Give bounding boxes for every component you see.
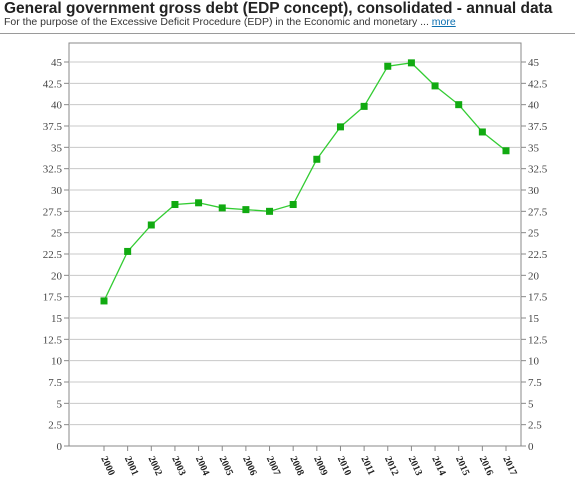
- data-point[interactable]: [407, 59, 415, 67]
- y-tick-label-right: 7.5: [528, 377, 542, 389]
- y-tick-label-left: 22.5: [43, 249, 63, 261]
- data-point[interactable]: [289, 201, 297, 209]
- y-tick-label-right: 37.5: [528, 121, 548, 133]
- x-tick-label: 2013: [406, 455, 424, 478]
- x-tick-label: 2007: [264, 455, 282, 478]
- x-tick-label: 2006: [240, 455, 258, 478]
- y-tick-label-right: 42.5: [528, 78, 548, 90]
- y-tick-label-left: 32.5: [43, 164, 63, 176]
- data-point[interactable]: [266, 207, 274, 215]
- data-point[interactable]: [431, 82, 439, 90]
- y-tick-label-left: 37.5: [43, 121, 63, 133]
- x-tick-label: 2012: [382, 455, 400, 478]
- data-point[interactable]: [455, 101, 463, 109]
- x-tick-label: 2010: [335, 455, 353, 478]
- y-tick-label-left: 10: [51, 356, 63, 368]
- y-tick-label-left: 40: [51, 100, 63, 112]
- series-line: [103, 62, 507, 302]
- x-tick-label: 2004: [193, 455, 211, 478]
- data-point[interactable]: [384, 62, 392, 70]
- chart-subtitle: For the purpose of the Excessive Deficit…: [4, 16, 456, 28]
- data-point[interactable]: [100, 297, 108, 305]
- y-tick-label-left: 27.5: [43, 206, 63, 218]
- x-tick-label: 2005: [217, 455, 235, 478]
- y-tick-label-right: 25: [528, 228, 540, 240]
- x-tick-label: 2015: [453, 455, 471, 478]
- y-tick-label-right: 22.5: [528, 249, 548, 261]
- y-tick-label-left: 20: [51, 270, 63, 282]
- y-tick-label-left: 45: [51, 57, 63, 69]
- y-tick-label-left: 12.5: [43, 334, 63, 346]
- x-tick-label: 2002: [146, 455, 164, 478]
- y-tick-label-left: 17.5: [43, 292, 63, 304]
- x-tick-label: 2016: [477, 455, 495, 478]
- x-tick-label: 2014: [429, 455, 447, 478]
- y-tick-label-right: 20: [528, 270, 540, 282]
- data-point[interactable]: [124, 247, 132, 255]
- y-tick-label-right: 17.5: [528, 292, 548, 304]
- y-tick-label-right: 15: [528, 313, 540, 325]
- x-tick-label: 2003: [169, 455, 187, 478]
- data-point[interactable]: [502, 147, 510, 155]
- x-tick-label: 2008: [287, 455, 305, 478]
- data-point[interactable]: [171, 201, 179, 209]
- y-tick-label-right: 40: [528, 100, 540, 112]
- y-tick-label-left: 15: [51, 313, 63, 325]
- y-tick-label-left: 42.5: [43, 78, 63, 90]
- y-tick-label-left: 7.5: [48, 377, 62, 389]
- subtitle-text: For the purpose of the Excessive Deficit…: [4, 16, 429, 28]
- x-tick-label: 2009: [311, 455, 329, 478]
- y-tick-label-right: 30: [528, 185, 540, 197]
- y-tick-label-left: 30: [51, 185, 63, 197]
- x-tick-label: 2001: [122, 455, 140, 478]
- data-point[interactable]: [218, 204, 226, 212]
- y-tick-label-right: 12.5: [528, 334, 548, 346]
- data-point[interactable]: [195, 199, 203, 207]
- data-point[interactable]: [336, 123, 344, 131]
- y-tick-label-left: 5: [57, 398, 63, 410]
- header-divider: [0, 33, 575, 34]
- y-tick-label-right: 5: [528, 398, 534, 410]
- y-tick-label-left: 0: [57, 441, 63, 453]
- y-tick-label-right: 45: [528, 57, 540, 69]
- y-tick-label-right: 27.5: [528, 206, 548, 218]
- y-tick-label-left: 25: [51, 228, 63, 240]
- x-tick-label: 2017: [500, 455, 518, 478]
- y-tick-label-left: 2.5: [48, 420, 62, 432]
- data-point[interactable]: [478, 128, 486, 136]
- plot-area: [68, 42, 522, 447]
- y-tick-label-right: 32.5: [528, 164, 548, 176]
- y-tick-label-right: 2.5: [528, 420, 542, 432]
- x-tick-label: 2011: [358, 455, 376, 477]
- y-tick-label-right: 10: [528, 356, 540, 368]
- y-tick-label-right: 35: [528, 142, 540, 154]
- more-link[interactable]: more: [431, 16, 456, 28]
- data-point[interactable]: [147, 221, 155, 229]
- y-tick-label-left: 35: [51, 142, 63, 154]
- x-tick-label: 2000: [98, 455, 116, 478]
- chart-title: General government gross debt (EDP conce…: [4, 0, 553, 17]
- data-point[interactable]: [360, 102, 368, 110]
- data-point[interactable]: [242, 206, 250, 214]
- data-point[interactable]: [313, 155, 321, 163]
- y-tick-label-right: 0: [528, 441, 534, 453]
